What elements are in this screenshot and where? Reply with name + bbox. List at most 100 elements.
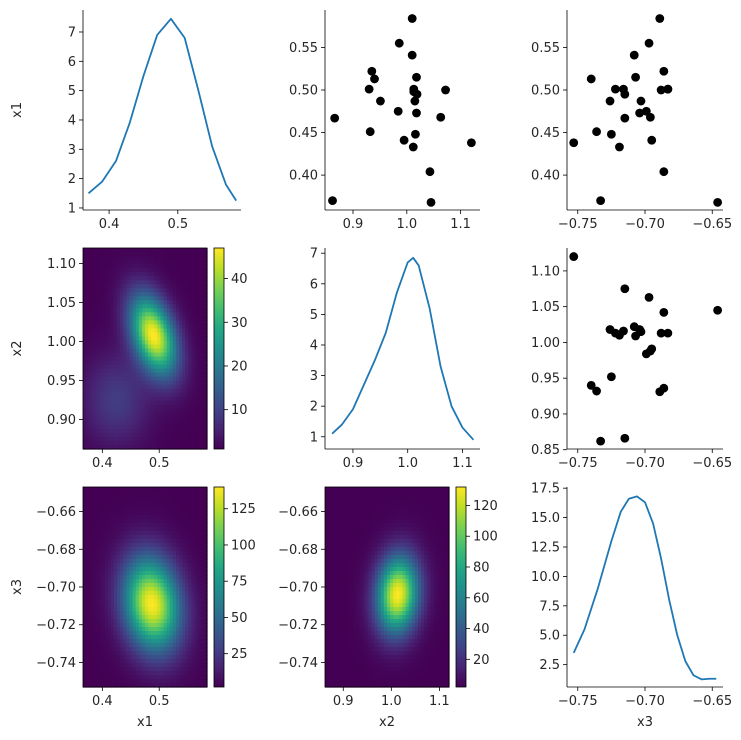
heatmap-cell [110, 647, 115, 652]
heatmap-cell [166, 352, 171, 358]
heatmap-cell [123, 276, 127, 281]
heatmap-cell [104, 428, 109, 434]
heatmap-cell [151, 571, 155, 576]
heatmap-cell [83, 679, 87, 684]
heatmap-cell [92, 527, 96, 532]
heatmap-cell [89, 623, 93, 628]
heatmap-cell [169, 416, 174, 422]
y-tick-label: 1 [310, 430, 318, 445]
heatmap-cell [179, 408, 183, 414]
heatmap-cell [135, 639, 140, 644]
heatmap-cell [203, 603, 208, 608]
heatmap-cell [154, 555, 158, 560]
heatmap-cell [154, 675, 158, 680]
heatmap-cell [203, 252, 208, 257]
heatmap-cell [365, 535, 369, 540]
heatmap-cell [110, 491, 115, 496]
heatmap-cell [200, 252, 205, 257]
heatmap-cell [151, 444, 155, 450]
heatmap-cell [154, 384, 158, 390]
heatmap-cell [176, 567, 180, 572]
heatmap-cell [135, 252, 140, 257]
heatmap-cell [86, 515, 90, 520]
heatmap-cell [328, 647, 332, 652]
heatmap-cell [179, 591, 183, 596]
heatmap-cell [169, 611, 174, 616]
heatmap-cell [101, 344, 106, 350]
heatmap-cell [182, 328, 186, 334]
heatmap-cell [203, 304, 208, 309]
heatmap-cell [359, 519, 363, 524]
heatmap-cell [132, 515, 137, 520]
heatmap-cell [138, 523, 143, 528]
heatmap-cell [83, 607, 87, 612]
heatmap-cell [169, 364, 174, 370]
heatmap-cell [123, 264, 127, 269]
heatmap-cell [83, 300, 87, 305]
heatmap-cell [169, 507, 174, 512]
heatmap-cell [349, 491, 354, 496]
heatmap-cell [135, 372, 140, 378]
heatmap-cell [203, 384, 208, 390]
heatmap-cell [129, 679, 134, 684]
heatmap-cell [126, 368, 131, 374]
heatmap-cell [123, 344, 127, 350]
heatmap-cell [197, 563, 202, 568]
heatmap-cell [368, 563, 373, 568]
heatmap-cell [148, 332, 152, 338]
heatmap-cell [197, 372, 202, 378]
heatmap-cell [151, 539, 155, 544]
heatmap-cell [191, 543, 196, 548]
heatmap-cell [185, 595, 189, 600]
heatmap-cell [135, 332, 140, 338]
heatmap-cell [89, 611, 93, 616]
heatmap-cell [110, 388, 115, 394]
heatmap-cell [157, 312, 162, 317]
heatmap-cell [110, 487, 115, 492]
heatmap-cell [135, 412, 140, 418]
heatmap-cell [92, 531, 96, 536]
heatmap-cell [343, 635, 348, 640]
heatmap-cell [101, 615, 106, 620]
heatmap-cell [176, 603, 180, 608]
heatmap-cell [169, 495, 174, 500]
heatmap-cell [123, 679, 127, 684]
heatmap-cell [95, 396, 100, 402]
heatmap-cell [148, 555, 152, 560]
heatmap-cell [148, 539, 152, 544]
heatmap-cell [129, 420, 134, 426]
heatmap-cell [86, 268, 90, 273]
heatmap-cell [188, 440, 193, 446]
heatmap-cell [169, 308, 174, 313]
heatmap-cell [148, 380, 152, 386]
scatter-point [713, 197, 723, 207]
heatmap-cell [104, 659, 109, 664]
heatmap-cell [89, 352, 93, 358]
heatmap-cell [104, 296, 109, 301]
heatmap-cell [157, 511, 162, 516]
heatmap-cell [148, 428, 152, 434]
heatmap-cell [349, 679, 354, 684]
heatmap-cell [138, 603, 143, 608]
heatmap-cell [114, 340, 118, 346]
heatmap-cell [151, 336, 155, 342]
heatmap-cell [179, 555, 183, 560]
heatmap-cell [166, 400, 171, 406]
heatmap-cell [101, 591, 106, 596]
heatmap-cell [132, 615, 137, 620]
heatmap-cell [89, 340, 93, 346]
heatmap-cell [126, 428, 131, 434]
heatmap-cell [123, 659, 127, 664]
heatmap-cell [197, 507, 202, 512]
heatmap-cell [114, 675, 118, 680]
heatmap-cell [151, 519, 155, 524]
heatmap-cell [163, 627, 168, 632]
heatmap-cell [356, 639, 360, 644]
heatmap-cell [92, 603, 96, 608]
heatmap-cell [92, 336, 96, 342]
heatmap-cell [352, 651, 357, 656]
heatmap-cell [194, 344, 199, 350]
heatmap-cell [89, 260, 93, 265]
heatmap-cell [185, 663, 189, 668]
heatmap-cell [172, 683, 177, 688]
